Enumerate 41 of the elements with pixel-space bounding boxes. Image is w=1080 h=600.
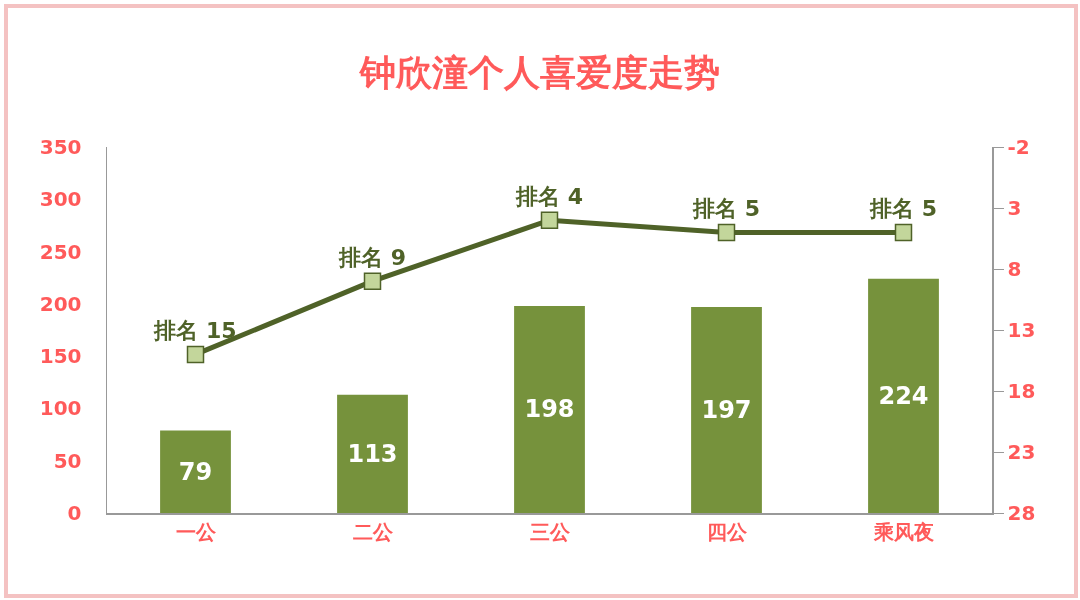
data-label: 198 xyxy=(524,395,575,424)
x-tick-label: 二公 xyxy=(352,519,394,544)
y2-tick-label: 28 xyxy=(1007,501,1036,525)
data-label: 79 xyxy=(178,457,213,486)
data-label: 224 xyxy=(878,381,929,410)
y-tick-label: 350 xyxy=(39,135,82,159)
bar xyxy=(337,394,408,513)
y-tick-label: 0 xyxy=(67,501,82,525)
bar xyxy=(691,306,762,513)
y-tick-label: 300 xyxy=(39,187,82,212)
y-tick-label: 50 xyxy=(53,448,82,473)
data-label: 排名 9 xyxy=(338,244,406,270)
data-label: 排名 5 xyxy=(869,195,937,221)
data-label: 排名 15 xyxy=(153,317,237,343)
point xyxy=(894,223,913,242)
data-label: 排名 5 xyxy=(692,195,760,221)
data-label: 197 xyxy=(701,395,752,424)
bar xyxy=(868,278,939,513)
point xyxy=(363,272,382,290)
chart-title: 钟欣潼个人喜爱度走势 xyxy=(358,52,720,94)
y2-tick-label: 3 xyxy=(1007,196,1022,220)
data-label: 113 xyxy=(347,439,398,468)
bar xyxy=(514,305,585,513)
y-tick-label: 250 xyxy=(39,239,82,264)
data-label: 排名 4 xyxy=(515,183,583,209)
y2-tick-label: -2 xyxy=(1007,135,1030,159)
y-tick-label: 150 xyxy=(39,344,82,369)
y-tick-label: 100 xyxy=(39,396,82,421)
y2-tick-label: 23 xyxy=(1007,440,1036,464)
x-tick-label: 一公 xyxy=(175,519,217,544)
point xyxy=(186,345,205,364)
y-tick-label: 200 xyxy=(39,291,82,316)
y2-tick-label: 18 xyxy=(1007,379,1036,403)
x-tick-label: 三公 xyxy=(529,519,571,544)
x-tick-label: 四公 xyxy=(706,519,748,544)
y2-tick-label: 13 xyxy=(1007,318,1036,342)
bar xyxy=(160,430,231,513)
y2-tick-label: 8 xyxy=(1007,257,1022,281)
point xyxy=(540,211,559,229)
point xyxy=(717,223,736,242)
x-tick-label: 乘风夜 xyxy=(872,519,934,544)
